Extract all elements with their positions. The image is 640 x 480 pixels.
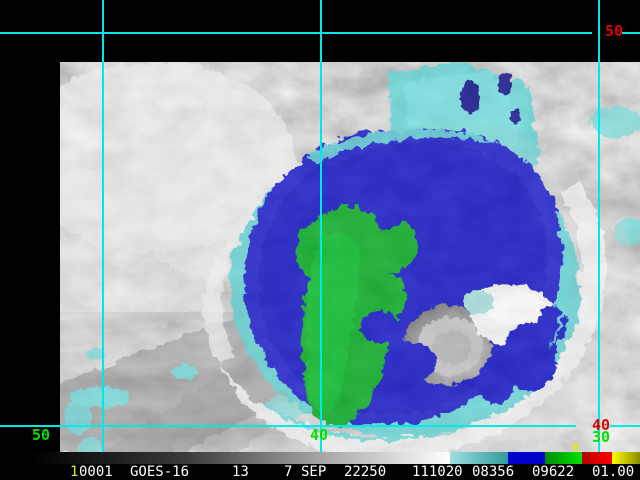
temperature-enhancement-colorbar[interactable] <box>30 452 640 464</box>
line-coordinate: 08356 <box>472 464 515 480</box>
gridline-parallel-50n-right <box>622 32 640 34</box>
grid-label-40-bottom-center: 40 <box>310 426 329 444</box>
satellite-image-canvas[interactable] <box>60 62 640 453</box>
year-julian-day: 22250 <box>344 464 387 480</box>
colorbar-segment-black-darkgray <box>30 452 185 464</box>
gridline-parallel-40n <box>0 425 576 427</box>
frame-number: 1 <box>70 464 79 480</box>
frame-id: 0001 <box>79 464 113 480</box>
colorbar-segment-darkgray-gray <box>185 452 325 464</box>
colorbar-segment-red <box>582 452 612 464</box>
resolution-value: 01.00 <box>592 464 635 480</box>
gridline-parallel-40n-right <box>610 425 640 427</box>
day-of-month: 7 <box>284 464 293 480</box>
time-utc: 111020 <box>412 464 463 480</box>
grid-label-zero-marker: 0 <box>572 441 579 454</box>
grid-label-50-top-right: 50 <box>605 22 624 40</box>
grid-label-40-bottom-right: 40 <box>592 416 611 434</box>
gridline-meridian-30w <box>598 0 600 466</box>
gridline-meridian-40w <box>320 0 322 466</box>
grid-label-30-bottom-right: 30 <box>592 428 611 446</box>
month-name: SEP <box>301 464 327 480</box>
image-annotation-bar: 1 0001 GOES-16 13 7 SEP 22250 111020 083… <box>0 464 640 480</box>
element-coordinate: 09622 <box>532 464 575 480</box>
satellite-name: GOES-16 <box>130 464 190 480</box>
gridline-meridian-50w <box>102 0 104 466</box>
band-number: 13 <box>232 464 249 480</box>
colorbar-segment-green <box>545 452 582 464</box>
colorbar-segment-cyan <box>450 452 508 464</box>
colorbar-segment-blue <box>508 452 545 464</box>
grid-label-50-bottom-left: 50 <box>32 426 51 444</box>
colorbar-segment-yellow <box>612 452 640 464</box>
colorbar-segment-gray-white <box>325 452 450 464</box>
gridline-parallel-50n <box>0 32 592 34</box>
satellite-imagery-svg <box>60 62 640 453</box>
